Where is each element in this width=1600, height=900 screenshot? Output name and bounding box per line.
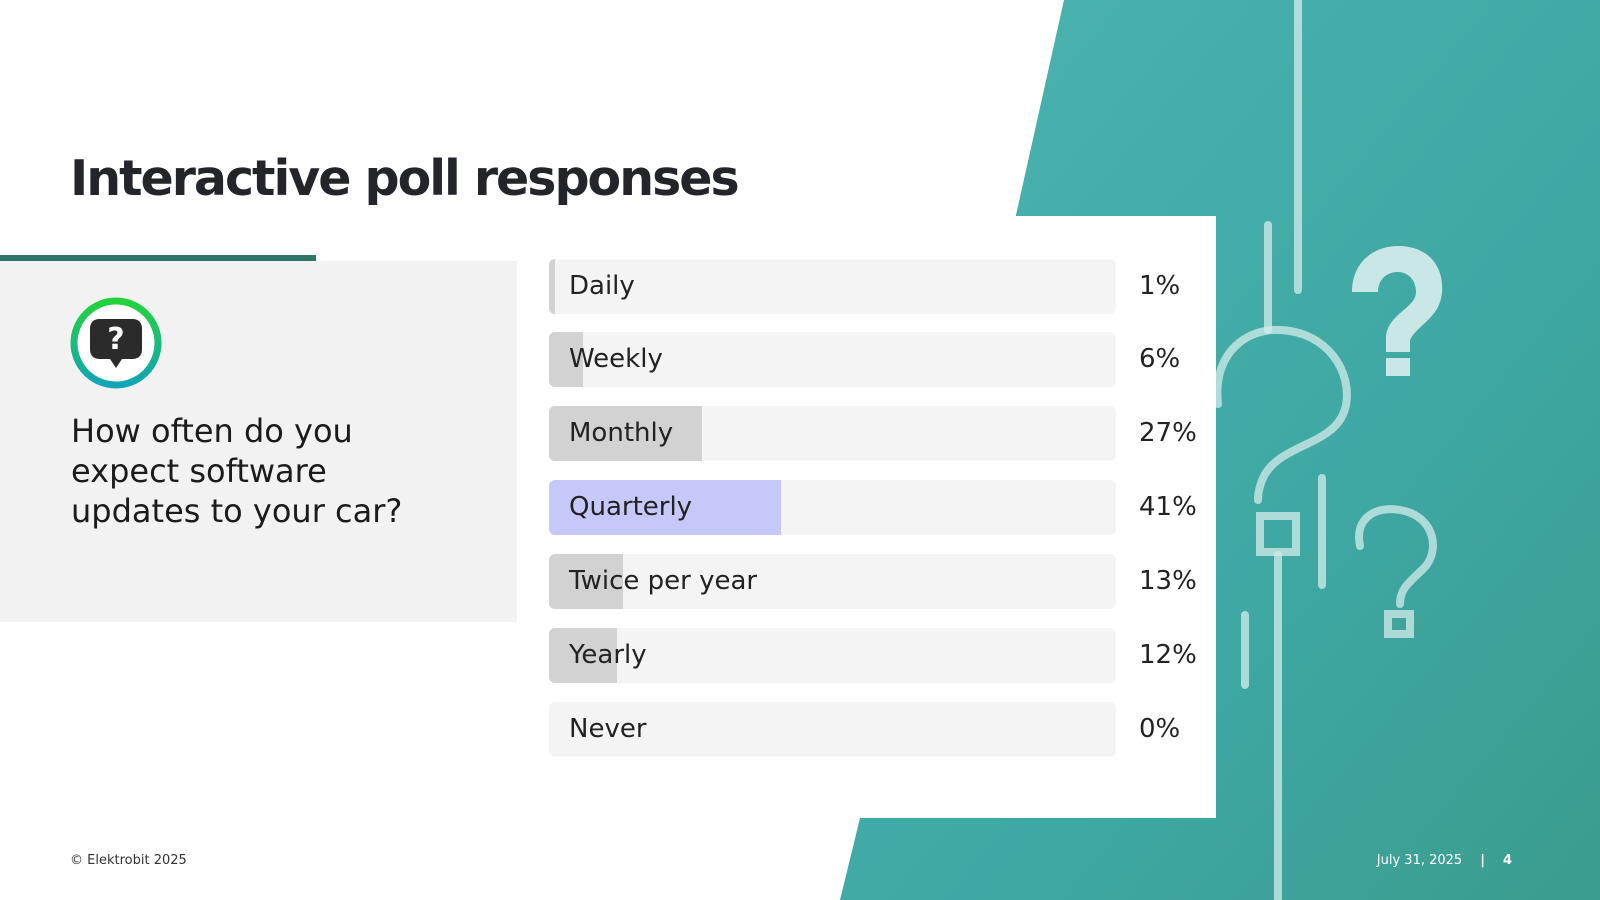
filled-question-mark bbox=[1352, 246, 1443, 376]
poll-bar-track: Yearly bbox=[549, 628, 1116, 683]
poll-option-percent: 27% bbox=[1139, 418, 1197, 448]
poll-option-label: Monthly bbox=[569, 418, 674, 448]
poll-option-percent: 0% bbox=[1139, 714, 1181, 744]
accent-line bbox=[0, 255, 316, 261]
question-bubble-icon: ? bbox=[70, 297, 162, 389]
poll-option-percent: 6% bbox=[1139, 344, 1181, 374]
poll-results-card: Daily 1% Weekly 6% Monthly 27% Quarterly 41% Twi… bbox=[517, 216, 1216, 818]
poll-bar-fill bbox=[549, 332, 584, 387]
footer-separator: | bbox=[1480, 853, 1485, 868]
poll-option-label: Never bbox=[569, 714, 647, 744]
poll-option-label: Twice per year bbox=[569, 566, 758, 596]
poll-option-label: Quarterly bbox=[569, 492, 693, 522]
footer-copyright: © Elektrobit 2025 bbox=[70, 853, 187, 868]
poll-bar-fill bbox=[549, 554, 623, 609]
poll-option-percent: 12% bbox=[1139, 640, 1197, 670]
poll-option-percent: 13% bbox=[1139, 566, 1197, 596]
poll-bar-fill bbox=[549, 480, 782, 535]
poll-option-percent: 1% bbox=[1139, 271, 1181, 301]
question-mark-decoration bbox=[1213, 0, 1437, 900]
poll-question: How often do you expect software updates… bbox=[71, 412, 403, 530]
poll-option-label: Weekly bbox=[569, 344, 663, 374]
poll-option-weekly: Weekly 6% bbox=[549, 332, 1180, 387]
slide-title: Interactive poll responses bbox=[70, 150, 740, 207]
poll-option-yearly: Yearly 12% bbox=[549, 628, 1197, 683]
poll-bar-fill bbox=[549, 406, 703, 461]
poll-option-label: Yearly bbox=[569, 640, 647, 670]
poll-option-percent: 41% bbox=[1139, 492, 1197, 522]
poll-option-label: Daily bbox=[569, 271, 635, 301]
poll-bar-track: Quarterly bbox=[549, 480, 1116, 535]
page-number: 4 bbox=[1502, 853, 1512, 868]
poll-bar-track: Daily bbox=[549, 259, 1116, 314]
poll-bar-track: Monthly bbox=[549, 406, 1116, 461]
poll-option-never: Never 0% bbox=[549, 702, 1180, 757]
footer-date: July 31, 2025 bbox=[1376, 853, 1463, 868]
poll-bar-track: Weekly bbox=[549, 332, 1116, 387]
poll-bar-fill bbox=[549, 259, 555, 314]
poll-option-quarterly: Quarterly 41% bbox=[549, 480, 1197, 535]
poll-option-twice-per-year: Twice per year 13% bbox=[549, 554, 1197, 609]
poll-option-daily: Daily 1% bbox=[549, 259, 1180, 314]
poll-bar-track: Never bbox=[549, 702, 1116, 757]
poll-option-monthly: Monthly 27% bbox=[549, 406, 1197, 461]
svg-text:?: ? bbox=[107, 322, 124, 357]
footer-meta: July 31, 2025 | 4 bbox=[1377, 853, 1512, 868]
poll-bar-fill bbox=[549, 628, 618, 683]
poll-bar-track: Twice per year bbox=[549, 554, 1116, 609]
